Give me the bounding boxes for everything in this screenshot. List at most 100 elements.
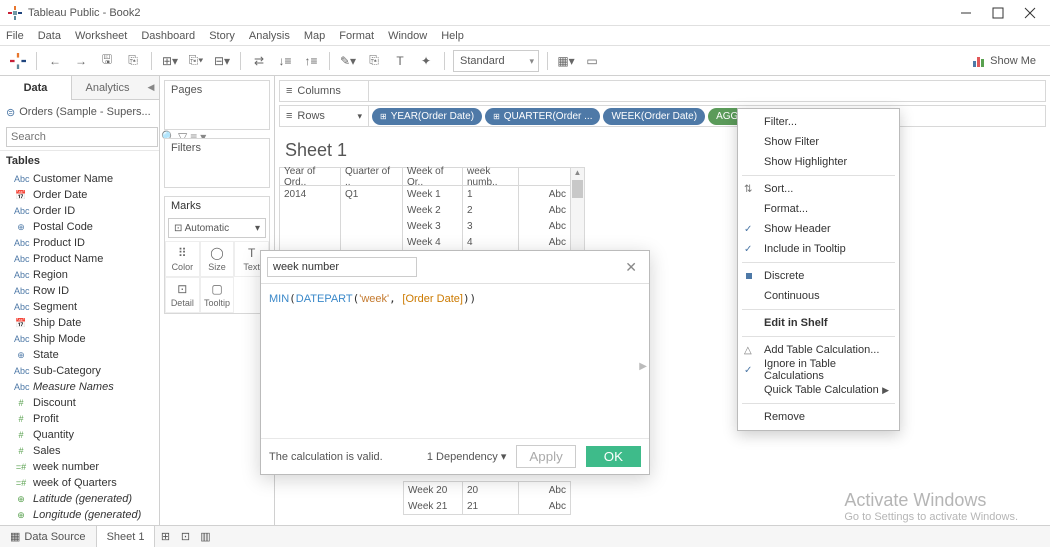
table-cell[interactable]: 21 <box>463 498 518 514</box>
search-input[interactable] <box>6 127 158 147</box>
duplicate-icon[interactable]: ⎘▾ <box>186 51 206 71</box>
menu-window[interactable]: Window <box>388 30 427 42</box>
clear-icon[interactable]: ⊟▾ <box>212 51 232 71</box>
totals-icon[interactable]: T <box>390 51 410 71</box>
calc-dependencies-button[interactable]: 1 Dependency ▾ <box>427 450 507 463</box>
field-item[interactable]: ⊕Postal Code <box>0 219 159 235</box>
field-item[interactable]: 📅Ship Date <box>0 315 159 331</box>
table-cell[interactable]: 4 <box>463 234 518 250</box>
table-cell[interactable]: Week 20 <box>404 482 462 498</box>
field-item[interactable]: #Quantity <box>0 427 159 443</box>
tableau-home-icon[interactable] <box>8 51 28 71</box>
table-cell[interactable]: Abc <box>519 234 570 250</box>
table-cell[interactable]: 2 <box>463 202 518 218</box>
menu-item[interactable]: △Add Table Calculation... <box>738 340 899 360</box>
menu-item[interactable]: Continuous <box>738 286 899 306</box>
menu-item[interactable]: ✓Include in Tooltip <box>738 239 899 259</box>
menu-item[interactable]: Format... <box>738 199 899 219</box>
menu-item[interactable]: Remove <box>738 407 899 427</box>
quarter-cell[interactable]: Q1 <box>341 186 402 202</box>
field-item[interactable]: AbcProduct Name <box>0 251 159 267</box>
new-worksheet-tab-icon[interactable]: ⊞ <box>155 526 175 547</box>
table-cell[interactable]: Abc <box>519 218 570 234</box>
mark-detail[interactable]: ⊡Detail <box>165 277 200 313</box>
field-item[interactable]: ⊕Latitude (generated) <box>0 491 159 507</box>
sheet-title[interactable]: Sheet 1 <box>275 134 1050 167</box>
col-header[interactable] <box>519 168 570 186</box>
menu-dashboard[interactable]: Dashboard <box>141 30 195 42</box>
cards-icon[interactable]: ▦▾ <box>556 51 576 71</box>
col-header[interactable]: Week of Or.. <box>403 168 462 186</box>
presentation-icon[interactable]: ▭ <box>582 51 602 71</box>
back-icon[interactable]: ← <box>45 51 65 71</box>
field-item[interactable]: =#week number <box>0 459 159 475</box>
close-icon[interactable]: ✕ <box>619 259 643 276</box>
menu-help[interactable]: Help <box>441 30 464 42</box>
group-icon[interactable]: ⎘ <box>364 51 384 71</box>
pill[interactable]: ⊞YEAR(Order Date) <box>372 108 482 125</box>
expand-icon[interactable]: ▶ <box>639 361 647 372</box>
datasource-row[interactable]: ⊜ Orders (Sample - Supers... <box>0 100 159 124</box>
sort-asc-icon[interactable]: ↓≡ <box>275 51 295 71</box>
ok-button[interactable]: OK <box>586 446 641 467</box>
marks-type-dropdown[interactable]: ⊡ Automatic▾ <box>168 218 266 238</box>
filters-shelf[interactable]: Filters <box>164 138 270 188</box>
new-story-tab-icon[interactable]: ▥ <box>195 526 215 547</box>
sort-desc-icon[interactable]: ↑≡ <box>301 51 321 71</box>
datasource-tab[interactable]: ▦Data Source <box>0 526 96 547</box>
table-cell[interactable]: Abc <box>519 498 570 514</box>
table-cell[interactable]: Week 1 <box>403 186 462 202</box>
field-item[interactable]: #Profit <box>0 411 159 427</box>
pill[interactable]: ⊞QUARTER(Order ... <box>485 108 600 125</box>
tab-analytics[interactable]: Analytics <box>72 76 143 100</box>
menu-story[interactable]: Story <box>209 30 235 42</box>
calc-name-input[interactable]: week number <box>267 257 417 277</box>
table-cell[interactable]: Abc <box>519 482 570 498</box>
menu-data[interactable]: Data <box>38 30 61 42</box>
close-icon[interactable] <box>1024 7 1036 19</box>
menu-item[interactable]: ✓Show Header <box>738 219 899 239</box>
table-cell[interactable]: Week 2 <box>403 202 462 218</box>
tab-data[interactable]: Data <box>0 76 72 100</box>
sheet1-tab[interactable]: Sheet 1 <box>96 526 156 547</box>
field-item[interactable]: AbcProduct ID <box>0 235 159 251</box>
highlight-icon[interactable]: ✎▾ <box>338 51 358 71</box>
menu-item[interactable]: Filter... <box>738 112 899 132</box>
field-item[interactable]: AbcSub-Category <box>0 363 159 379</box>
col-header[interactable]: Year of Ord.. <box>280 168 340 186</box>
fit-dropdown[interactable]: Standard <box>453 50 539 72</box>
col-header[interactable]: week numb.. <box>463 168 518 186</box>
table-cell[interactable]: Abc <box>519 186 570 202</box>
table-cell[interactable]: Abc <box>519 202 570 218</box>
table-cell[interactable]: 1 <box>463 186 518 202</box>
field-item[interactable]: AbcRegion <box>0 267 159 283</box>
field-item[interactable]: ⊕State <box>0 347 159 363</box>
field-item[interactable]: AbcCustomer Name <box>0 171 159 187</box>
menu-map[interactable]: Map <box>304 30 325 42</box>
menu-analysis[interactable]: Analysis <box>249 30 290 42</box>
rows-shelf[interactable]: ⊞YEAR(Order Date)⊞QUARTER(Order ...WEEK(… <box>369 105 1046 127</box>
table-cell[interactable]: Week 21 <box>404 498 462 514</box>
menu-file[interactable]: File <box>6 30 24 42</box>
save-icon[interactable]: 🖫 <box>97 51 117 71</box>
field-item[interactable]: ⊕Longitude (generated) <box>0 507 159 523</box>
forward-icon[interactable]: → <box>71 51 91 71</box>
menu-item[interactable]: Quick Table Calculation▶ <box>738 380 899 400</box>
maximize-icon[interactable] <box>992 7 1004 19</box>
field-item[interactable]: AbcRow ID <box>0 283 159 299</box>
menu-item[interactable]: Discrete <box>738 266 899 286</box>
field-item[interactable]: AbcMeasure Names <box>0 379 159 395</box>
scrollbar-thumb[interactable] <box>572 180 583 198</box>
new-worksheet-icon[interactable]: ⊞▾ <box>160 51 180 71</box>
menu-item[interactable]: ⇅Sort... <box>738 179 899 199</box>
menu-format[interactable]: Format <box>339 30 374 42</box>
minimize-icon[interactable] <box>960 7 972 19</box>
field-item[interactable]: #Discount <box>0 395 159 411</box>
mark-tooltip[interactable]: ▢Tooltip <box>200 277 235 313</box>
columns-shelf[interactable] <box>369 80 1046 102</box>
new-datasource-icon[interactable]: ⎘ <box>123 51 143 71</box>
table-cell[interactable]: 20 <box>463 482 518 498</box>
table-cell[interactable]: Week 3 <box>403 218 462 234</box>
pill[interactable]: WEEK(Order Date) <box>603 108 705 125</box>
field-item[interactable]: #Sales <box>0 443 159 459</box>
